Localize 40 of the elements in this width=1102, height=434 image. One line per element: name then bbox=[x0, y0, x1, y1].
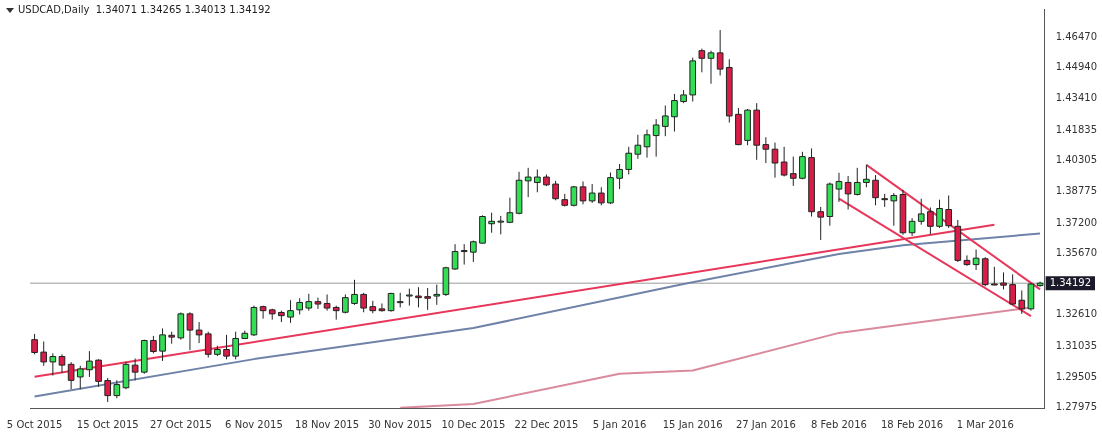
candlestick bbox=[223, 334, 230, 360]
x-tick-label: 15 Jan 2016 bbox=[662, 418, 723, 430]
x-tick-label: 18 Nov 2015 bbox=[295, 418, 360, 430]
chart-title: USDCAD,Daily 1.34071 1.34265 1.34013 1.34192 bbox=[18, 4, 271, 15]
candlestick bbox=[424, 287, 431, 311]
candlestick bbox=[342, 293, 349, 314]
candlestick bbox=[470, 240, 477, 263]
x-tick-label: 30 Nov 2015 bbox=[368, 418, 433, 430]
y-tick-label: 1.44940 bbox=[1055, 61, 1098, 73]
x-tick-label: 5 Oct 2015 bbox=[6, 418, 63, 430]
x-tick-label: 10 Dec 2015 bbox=[441, 418, 506, 430]
y-tick-label: 1.43410 bbox=[1055, 92, 1098, 104]
y-tick-label: 1.46470 bbox=[1055, 30, 1098, 42]
y-tick-label: 1.32610 bbox=[1055, 308, 1098, 320]
x-tick-label: 8 Feb 2016 bbox=[811, 418, 867, 430]
y-tick-label: 1.38775 bbox=[1055, 184, 1098, 196]
x-tick-label: 15 Oct 2015 bbox=[76, 418, 139, 430]
candlestick bbox=[287, 299, 294, 324]
y-tick-label: 1.40305 bbox=[1055, 154, 1098, 166]
y-tick-label: 1.37200 bbox=[1055, 216, 1098, 228]
x-tick-label: 6 Nov 2015 bbox=[225, 418, 283, 430]
candlestick bbox=[232, 331, 240, 360]
x-tick-label: 27 Jan 2016 bbox=[735, 418, 796, 430]
y-tick-label: 1.29505 bbox=[1055, 370, 1098, 382]
x-tick-label: 22 Dec 2015 bbox=[514, 418, 579, 430]
candlestick bbox=[31, 333, 38, 355]
candlestick bbox=[159, 327, 166, 362]
candlestick bbox=[927, 207, 934, 235]
candlestick bbox=[936, 199, 943, 229]
candlestick bbox=[799, 151, 806, 180]
ref-line-label: 1.34192 bbox=[1049, 276, 1092, 288]
y-tick-label: 1.27975 bbox=[1055, 401, 1098, 413]
x-tick-label: 18 Feb 2016 bbox=[880, 418, 944, 430]
x-tick-label: 1 Mar 2016 bbox=[956, 418, 1014, 430]
y-tick-label: 1.31035 bbox=[1055, 340, 1098, 351]
x-tick-label: 5 Jan 2016 bbox=[592, 418, 647, 430]
y-tick-label: 1.35670 bbox=[1055, 247, 1098, 259]
candlestick bbox=[1009, 273, 1016, 306]
y-tick-label: 1.41835 bbox=[1055, 123, 1098, 135]
x-tick-label: 27 Oct 2015 bbox=[149, 418, 212, 430]
